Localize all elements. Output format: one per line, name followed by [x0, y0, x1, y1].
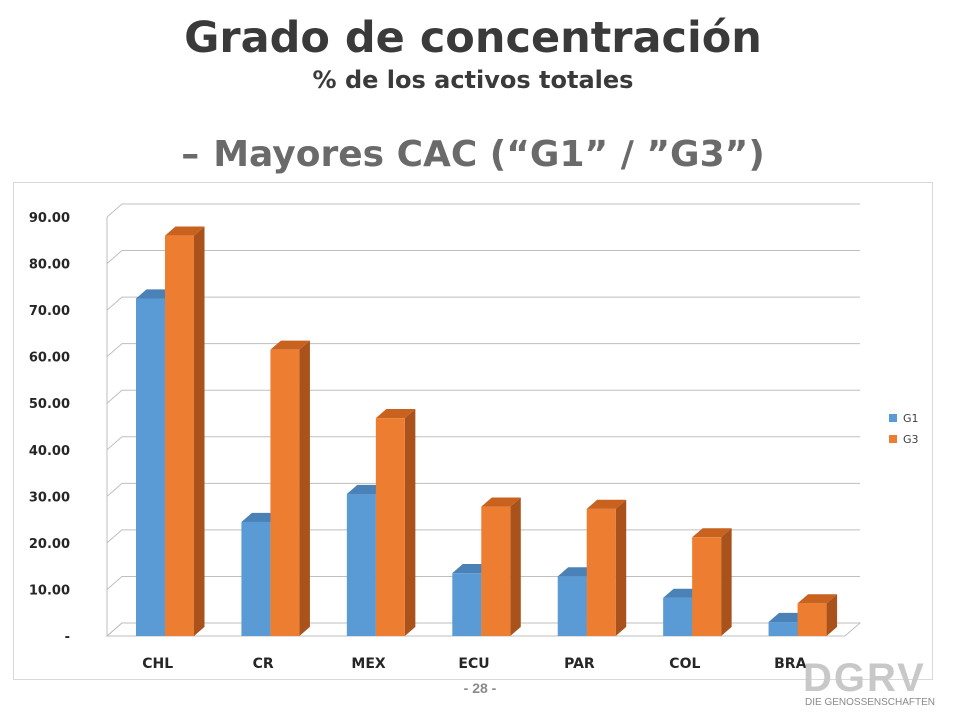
bar-g3-bra [797, 603, 827, 636]
legend-label: G3 [903, 433, 919, 446]
bar-side [404, 409, 416, 636]
bar-g1-col [663, 597, 693, 636]
heading-text: Mayores CAC (“G1” / ”G3”) [213, 134, 765, 175]
bar-side [510, 497, 521, 636]
heading-dash: – [181, 134, 200, 175]
dgrv-logo: DGRV [803, 656, 926, 700]
bar-g1-mex [346, 494, 376, 636]
bar-side [299, 340, 310, 636]
bar-side [826, 594, 838, 636]
y-tick-label: - [65, 630, 70, 645]
bar-g1-ecu [452, 573, 482, 636]
chart-container: - 10.00 20.00 30.00 40.00 50.00 60.00 70.00 80.0… [13, 182, 933, 680]
x-tick-label: BRA [774, 656, 806, 672]
y-tick-label: 60.00 [29, 351, 70, 366]
x-tick-label: CHL [142, 656, 173, 672]
x-tick-label: COL [669, 656, 700, 672]
bar-top [375, 409, 416, 419]
x-tick-label: MEX [351, 656, 385, 672]
bar-g3-mex [375, 418, 405, 636]
gridline [106, 482, 860, 497]
bar-g3-ecu [481, 506, 511, 636]
y-tick-label: 30.00 [29, 490, 70, 505]
y-tick-label: 90.00 [29, 211, 70, 226]
bar-g1-bra [768, 622, 798, 636]
bar-g1-par [557, 576, 587, 636]
x-tick-label: ECU [458, 656, 489, 672]
gridline [106, 203, 860, 218]
gridline [106, 250, 860, 264]
gridline [106, 436, 860, 451]
bar-top [165, 226, 205, 236]
legend-swatch [889, 414, 897, 422]
bar-top [586, 499, 627, 509]
bar-g3-cr [270, 349, 300, 636]
bar-top [481, 497, 521, 507]
bar-g1-chl [136, 298, 165, 636]
slide-title: Grado de concentración [184, 13, 762, 63]
gridline [106, 296, 860, 311]
bar-top [692, 528, 732, 538]
bar-side [721, 528, 732, 636]
y-tick-label: 80.00 [29, 258, 70, 273]
bar-g3-par [586, 508, 616, 636]
y-tick-label: 10.00 [29, 583, 70, 598]
legend-swatch [889, 435, 897, 443]
y-tick-label: 50.00 [29, 397, 70, 412]
bar-g1-cr [241, 521, 271, 636]
bar-g3-chl [165, 235, 194, 636]
dgrv-logo-subtext: DIE GENOSSENSCHAFTEN [805, 697, 936, 708]
chart-heading: – Mayores CAC (“G1” / ”G3”) [0, 134, 946, 175]
y-tick-label: 20.00 [29, 537, 70, 552]
slide-subtitle: % de los activos totales [312, 66, 634, 94]
gridline [106, 343, 860, 358]
x-tick-label: CR [253, 656, 274, 672]
bar-top [797, 594, 838, 604]
bar-chart: - 10.00 20.00 30.00 40.00 50.00 60.00 70.00 80.0… [29, 203, 919, 672]
bar-top [270, 340, 310, 350]
legend-label: G1 [903, 412, 919, 425]
bar-side [615, 499, 627, 636]
gridline [106, 389, 860, 404]
y-tick-label: 40.00 [29, 444, 70, 459]
bar-side [194, 226, 205, 636]
y-tick-label: 70.00 [29, 304, 70, 319]
x-tick-label: PAR [564, 656, 595, 672]
bar-g3-col [692, 537, 722, 636]
page-number: - 28 - [463, 680, 497, 696]
